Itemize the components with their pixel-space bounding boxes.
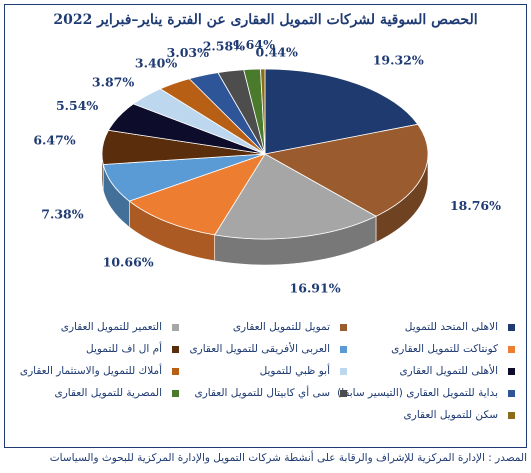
legend-swatch [172, 345, 179, 353]
legend-item: سكن للتمويل العقارى [404, 408, 515, 422]
chart-title: الحصص السوقية لشركات التمويل العقارى عن … [53, 12, 478, 28]
legend-label: كونتاكت للتمويل العقارى [391, 343, 498, 355]
data-label-8: 3.40% [135, 56, 177, 71]
data-label-6: 5.54% [56, 98, 98, 113]
legend-swatch [340, 389, 347, 397]
legend-item: تمويل للتمويل العقارى [233, 320, 347, 334]
data-label-4: 7.38% [41, 206, 83, 221]
legend-swatch [340, 367, 347, 375]
legend-item: الأهلى للتمويل العقارى [399, 364, 515, 378]
legend-swatch [508, 367, 515, 375]
legend-item: أم ال اف للتمويل [86, 342, 179, 356]
data-label-12: 0.44% [256, 45, 298, 60]
legend-label: سكن للتمويل العقارى [403, 409, 498, 421]
legend-swatch [172, 389, 179, 397]
legend-label: أملاك للتمويل والاستثمار العقارى [19, 365, 162, 377]
legend-label: الاهلى المتحد للتمويل [404, 321, 498, 333]
legend-item: العربى الأفريقى للتمويل العقارى [189, 342, 347, 356]
legend-label: بداية للتمويل العقارى (التيسير سابقا) [337, 387, 498, 399]
data-label-0: 19.32% [373, 52, 424, 67]
legend-item: أملاك للتمويل والاستثمار العقارى [20, 364, 179, 378]
legend-swatch [508, 323, 515, 331]
legend-item: سى أي كابيتال للتمويل العقارى [194, 386, 347, 400]
legend-swatch [508, 345, 515, 353]
legend-label: أبو ظبي للتمويل [259, 365, 330, 377]
data-label-5: 6.47% [33, 132, 75, 147]
legend-label: الأهلى للتمويل العقارى [399, 365, 498, 377]
legend-swatch [508, 411, 515, 419]
legend-item: كونتاكت للتمويل العقارى [391, 342, 515, 356]
legend-label: أم ال اف للتمويل [86, 343, 162, 355]
pie-slice-0 [264, 68, 419, 155]
data-label-3: 10.66% [103, 254, 154, 269]
data-label-1: 18.76% [450, 198, 501, 213]
legend-label: سى أي كابيتال للتمويل العقارى [194, 387, 330, 399]
data-label-7: 3.87% [92, 75, 134, 90]
legend-item: المصرية للتمويل العقارى [54, 386, 179, 400]
pie-slice-3 [128, 153, 266, 236]
pie-chart: 19.32% 18.76% 16.91% 10.66% 7.38% 6.47% 5.54% 3… [33, 37, 501, 296]
legend-item: التعمير للتمويل العقارى [61, 320, 179, 334]
legend-swatch [508, 389, 515, 397]
legend-item: الاهلى المتحد للتمويل [405, 320, 515, 334]
pie-slice-1 [263, 123, 429, 217]
legend-swatch [172, 323, 179, 331]
pie-slice-12 [260, 68, 266, 155]
legend-label: تمويل للتمويل العقارى [232, 321, 330, 333]
data-label-11: 1.64% [233, 37, 275, 52]
source-note: المصدر : الإدارة المركزية للإشراف والرقا… [49, 452, 527, 464]
chart-legend: الاهلى المتحد للتمويل تمويل للتمويل العقا… [15, 318, 515, 444]
legend-label: العربى الأفريقى للتمويل العقارى [189, 343, 330, 355]
legend-swatch [340, 345, 347, 353]
legend-label: التعمير للتمويل العقارى [60, 321, 162, 333]
data-label-10: 2.58% [203, 38, 245, 53]
legend-item: أبو ظبي للتمويل [260, 364, 347, 378]
data-label-2: 16.91% [290, 280, 341, 295]
legend-swatch [340, 323, 347, 331]
legend-swatch [172, 367, 179, 375]
legend-label: المصرية للتمويل العقارى [54, 387, 162, 399]
legend-item: بداية للتمويل العقارى (التيسير سابقا) [337, 386, 515, 400]
data-label-9: 3.03% [167, 45, 209, 60]
pie-slice-2 [214, 153, 377, 240]
